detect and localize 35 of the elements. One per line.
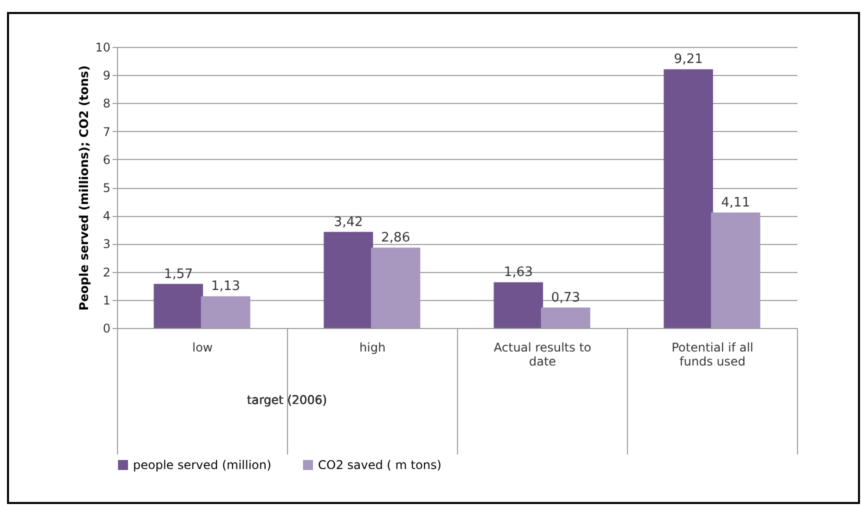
bar (370, 248, 420, 328)
y-axis-title: People served (millions); CO2 (tons) (77, 65, 92, 311)
bar (494, 282, 544, 328)
data-label: 1,13 (211, 279, 240, 294)
bar (200, 296, 250, 328)
data-label: 9,21 (674, 52, 703, 68)
y-tick-label: 7 (102, 124, 110, 139)
legend-label: CO2 saved ( m tons) (318, 458, 442, 472)
y-tick-label: 9 (102, 68, 110, 83)
y-tick-label: 10 (95, 40, 110, 54)
data-label: 2,86 (381, 230, 410, 246)
text: target (2006) (246, 393, 328, 407)
bar (154, 284, 204, 328)
y-tick-label: 1 (102, 293, 110, 308)
data-label: 3,42 (334, 214, 363, 230)
y-tick-label: 4 (102, 209, 110, 224)
data-label: 0,73 (551, 290, 580, 306)
x-tick-label: Actual results to date (494, 340, 592, 368)
bar (540, 307, 590, 328)
bar (710, 212, 760, 328)
x-tick-label: low (192, 340, 213, 354)
y-tick-label: 3 (102, 237, 110, 252)
y-tick-label: 0 (102, 322, 110, 336)
y-tick-label: 6 (102, 152, 110, 167)
y-tick-label: 5 (102, 181, 110, 195)
legend-label: people served (million) (133, 458, 272, 472)
x-tick-label: Potential if all funds used (672, 340, 754, 368)
data-label: 1,63 (504, 265, 533, 280)
bar (664, 69, 714, 328)
data-label: 1,57 (164, 266, 193, 282)
x-tick-label: high (359, 340, 386, 354)
bar (324, 232, 374, 328)
data-label: 4,11 (721, 196, 750, 211)
y-tick-label: 2 (102, 265, 110, 280)
y-tick-label: 8 (102, 96, 110, 111)
